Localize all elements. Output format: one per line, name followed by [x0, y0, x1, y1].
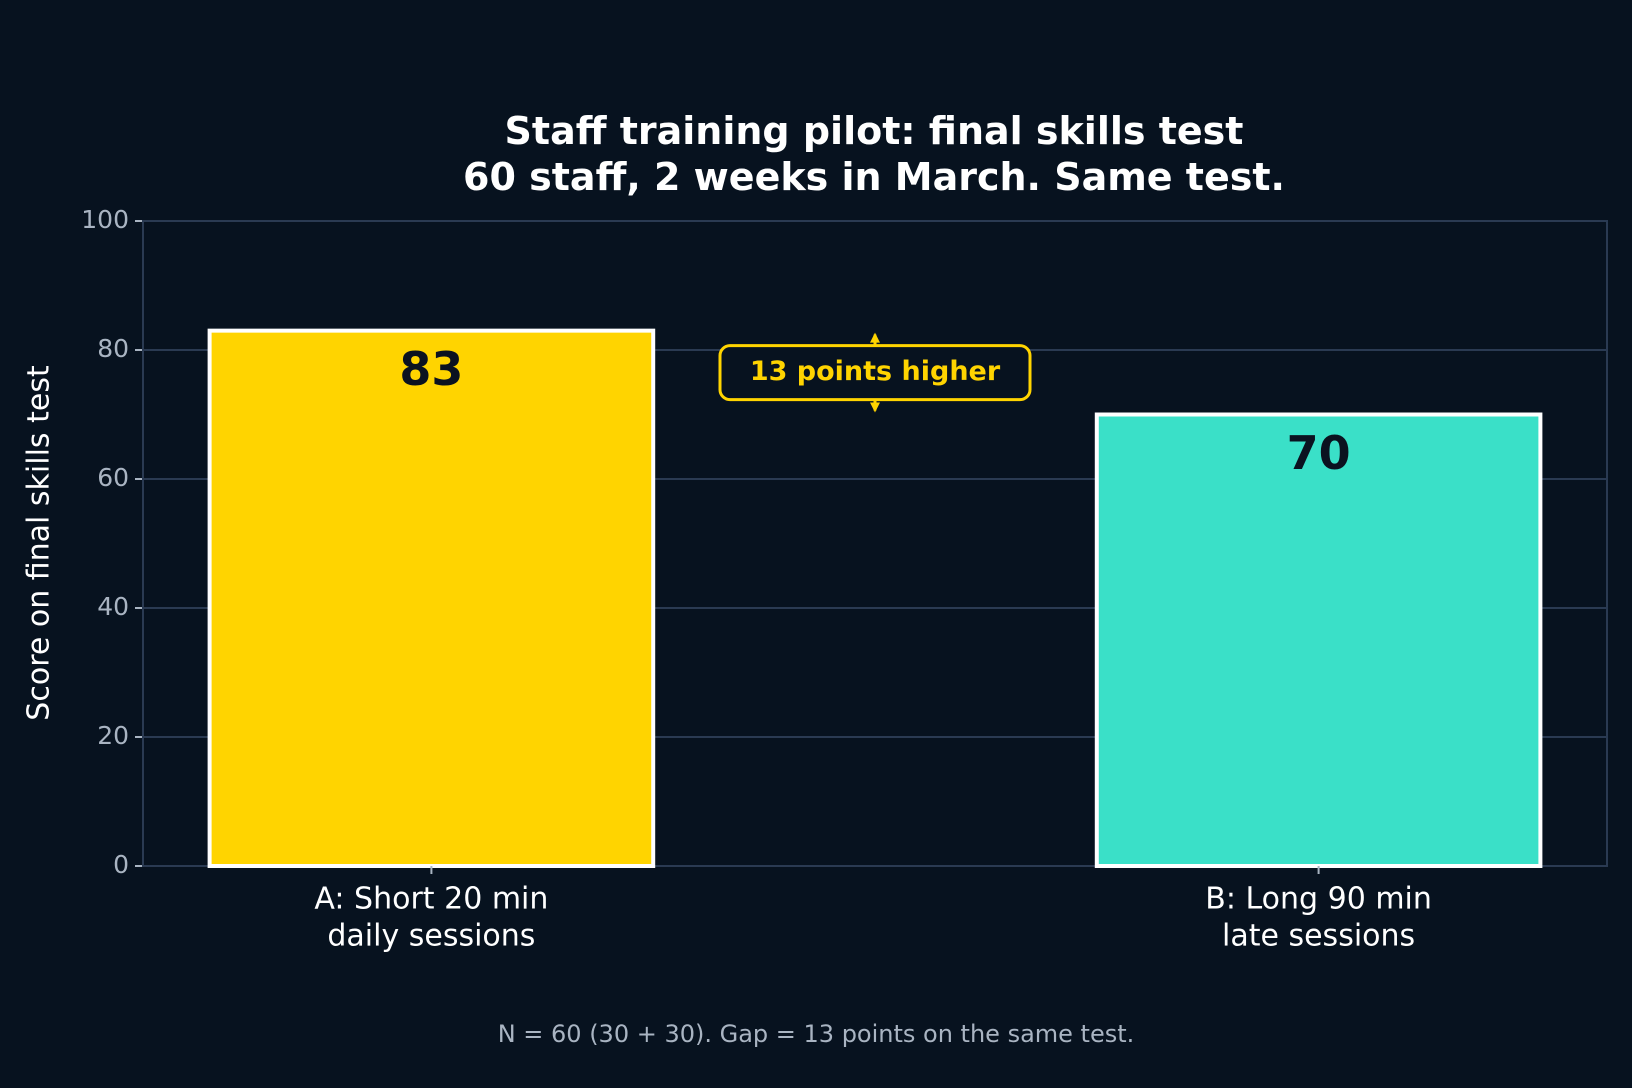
y-tick-label: 100 — [81, 205, 129, 234]
x-tick-label: A: Short 20 min daily sessions — [314, 881, 548, 953]
y-tick-label: 60 — [97, 463, 129, 492]
y-axis-label: Score on final skills test — [22, 365, 57, 721]
bar — [207, 328, 656, 868]
annotation: 13 points higher — [750, 356, 1001, 387]
arrow-head — [870, 402, 880, 413]
footnote: N = 60 (30 + 30). Gap = 13 points on the… — [498, 1020, 1135, 1048]
y-tick-label: 40 — [97, 592, 129, 621]
x-tick-label: B: Long 90 min late sessions — [1205, 881, 1432, 953]
value-label: 83 — [399, 342, 463, 396]
chart-title: Staff training pilot: final skills test 6… — [463, 109, 1285, 199]
y-tick-label: 80 — [97, 334, 129, 363]
bar — [1094, 412, 1543, 868]
y-tick-label: 0 — [113, 850, 129, 879]
arrow-head — [870, 332, 880, 343]
y-tick-label: 20 — [97, 721, 129, 750]
annotation-box — [718, 344, 1032, 402]
value-label: 70 — [1287, 426, 1351, 480]
plot-frame — [142, 220, 1608, 867]
